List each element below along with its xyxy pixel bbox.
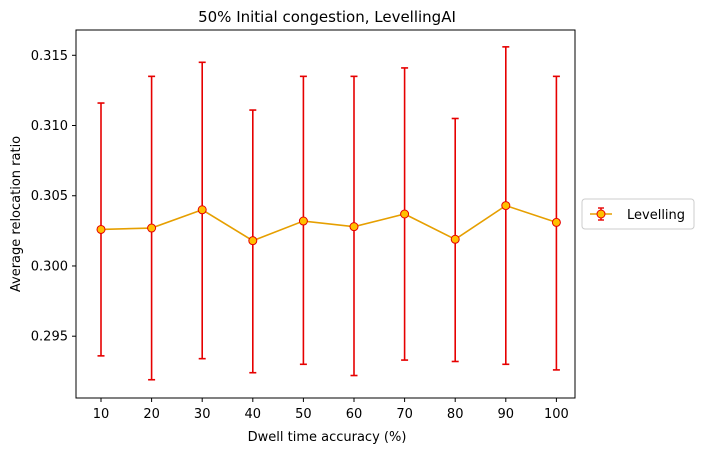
legend-marker (596, 209, 606, 219)
data-point (147, 223, 157, 233)
x-tick-label: 100 (544, 407, 569, 422)
data-point (450, 234, 460, 244)
chart-title: 50% Initial congestion, LevellingAI (198, 8, 456, 26)
data-point (551, 217, 561, 227)
y-tick-label: 0.315 (31, 49, 68, 64)
data-point (400, 209, 410, 219)
data-point (96, 224, 106, 234)
x-axis-title: Dwell time accuracy (%) (248, 430, 407, 445)
y-axis: 0.295 0.300 0.305 0.310 0.315 (31, 49, 76, 345)
legend-label: Levelling (627, 208, 685, 223)
data-point (197, 205, 207, 215)
y-axis-title: Average relocation ratio (9, 136, 24, 292)
data-point (298, 216, 308, 226)
x-tick-label: 60 (346, 407, 363, 422)
legend: Levelling (581, 198, 695, 230)
y-tick-label: 0.310 (31, 119, 68, 134)
y-tick-label: 0.305 (31, 189, 68, 204)
legend-key (590, 207, 612, 221)
x-tick-label: 20 (143, 407, 160, 422)
x-tick-label: 40 (245, 407, 262, 422)
y-tick-label: 0.300 (31, 259, 68, 274)
x-axis: 10 20 30 40 50 60 70 80 90 100 (93, 398, 569, 422)
data-point (248, 236, 258, 246)
data-point (501, 201, 511, 211)
x-tick-label: 10 (93, 407, 110, 422)
x-tick-label: 70 (396, 407, 413, 422)
x-tick-label: 90 (498, 407, 515, 422)
x-tick-label: 80 (447, 407, 464, 422)
x-tick-label: 30 (194, 407, 211, 422)
series-layer (96, 46, 561, 381)
x-tick-label: 50 (295, 407, 312, 422)
legend-box (581, 198, 695, 230)
data-point (349, 222, 359, 232)
y-tick-label: 0.295 (31, 330, 68, 345)
series-line (100, 204, 557, 242)
